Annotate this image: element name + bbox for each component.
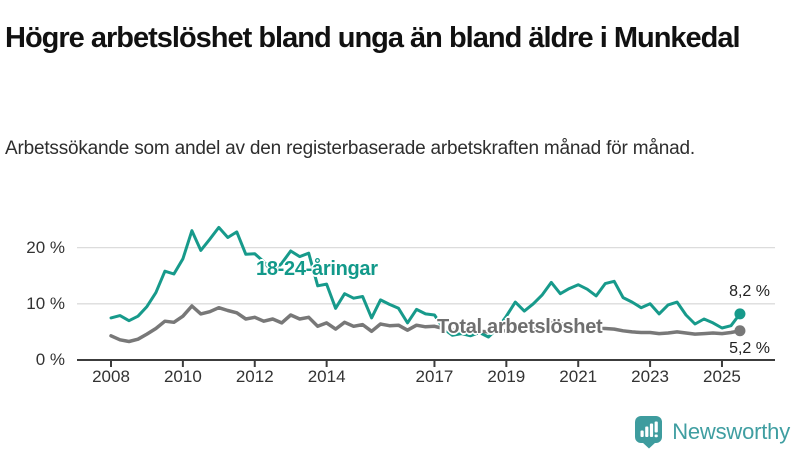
newsworthy-logo-icon bbox=[635, 416, 663, 449]
end-value-label-total: 5,2 % bbox=[729, 340, 770, 357]
gridlines bbox=[77, 246, 775, 305]
series-lines bbox=[109, 225, 742, 344]
chart-svg bbox=[77, 225, 775, 367]
end-dots bbox=[734, 308, 746, 337]
newsworthy-logo[interactable]: Newsworthy bbox=[634, 414, 790, 450]
page-subtitle: Arbetssökande som andel av den registerb… bbox=[5, 138, 695, 159]
end-value-label-young: 8,2 % bbox=[729, 283, 770, 300]
page-title: Högre arbetslöshet bland unga än bland ä… bbox=[5, 22, 741, 55]
x-axis bbox=[77, 359, 775, 367]
series-label-total: Total arbetslöshet bbox=[437, 316, 603, 338]
series-label-young: 18-24-åringar bbox=[256, 258, 378, 280]
newsworthy-logo-text: Newsworthy bbox=[672, 419, 790, 444]
